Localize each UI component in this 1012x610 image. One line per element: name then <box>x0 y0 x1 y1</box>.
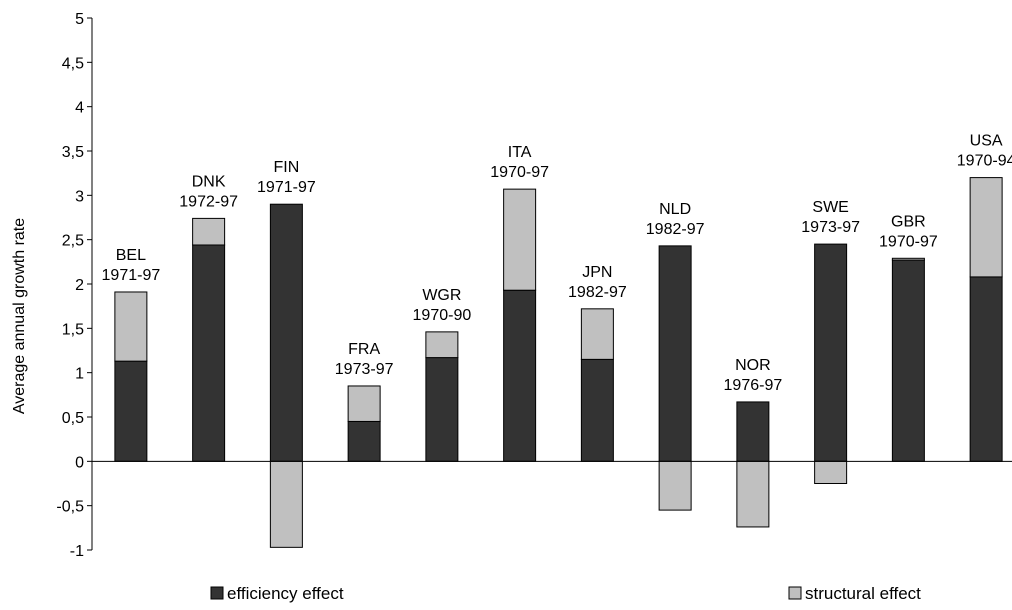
country-label-nld: NLD <box>659 201 691 218</box>
efficiency-bar-swe <box>814 243 848 462</box>
legend-label-structural: structural effect <box>805 584 921 603</box>
legend-swatch-structural <box>788 586 802 600</box>
country-label-fin: FIN <box>273 159 299 176</box>
period-label-swe: 1973-97 <box>801 219 860 236</box>
efficiency-bar-bel <box>114 360 148 462</box>
country-label-dnk: DNK <box>192 173 226 190</box>
efficiency-bar-wgr <box>425 357 459 462</box>
period-label-usa: 1970-94 <box>957 153 1012 170</box>
structural-bar-fin <box>269 460 303 548</box>
structural-bar-nor <box>736 460 770 528</box>
period-label-dnk: 1972-97 <box>179 193 238 210</box>
period-label-jpn: 1982-97 <box>568 284 627 301</box>
y-axis: -1 -0,5 0 0,5 1 1,5 2 2,5 3 3,5 4 4,5 5 <box>56 11 93 560</box>
structural-bar-usa <box>969 177 1003 278</box>
country-label-fra: FRA <box>348 341 380 358</box>
efficiency-bar-ita <box>503 289 537 462</box>
y-axis-label: Average annual growth rate <box>11 218 28 414</box>
y-tick-label: 0,5 <box>62 410 84 427</box>
efficiency-bar-gbr <box>891 259 925 462</box>
y-tick-label: 1,5 <box>62 321 84 338</box>
period-label-ita: 1970-97 <box>490 164 549 181</box>
country-label-gbr: GBR <box>891 213 926 230</box>
legend-label-efficiency: efficiency effect <box>227 584 344 603</box>
country-label-swe: SWE <box>812 199 848 216</box>
y-tick-label: 3,5 <box>62 144 84 161</box>
structural-bar-jpn <box>580 308 614 360</box>
structural-bar-bel <box>114 291 148 362</box>
structural-bar-dnk <box>192 217 226 246</box>
y-tick-label: 2 <box>75 277 84 294</box>
country-label-bel: BEL <box>116 247 146 264</box>
period-label-gbr: 1970-97 <box>879 233 938 250</box>
efficiency-bar-nld <box>658 245 692 462</box>
period-label-nld: 1982-97 <box>646 221 705 238</box>
efficiency-bar-jpn <box>580 358 614 462</box>
y-tick-label: -0,5 <box>56 499 84 516</box>
period-label-fra: 1973-97 <box>335 361 394 378</box>
country-label-usa: USA <box>970 133 1003 150</box>
legend-swatch-efficiency <box>210 586 224 600</box>
y-tick-label: 4,5 <box>62 55 84 72</box>
structural-bar-swe <box>814 460 848 485</box>
country-label-nor: NOR <box>735 357 771 374</box>
y-tick-label: 0 <box>75 454 84 471</box>
country-label-wgr: WGR <box>422 287 461 304</box>
y-tick-label: 2,5 <box>62 233 84 250</box>
efficiency-bar-fra <box>347 420 381 462</box>
bars <box>114 177 1003 548</box>
period-label-fin: 1971-97 <box>257 179 316 196</box>
efficiency-bar-dnk <box>192 244 226 462</box>
country-label-ita: ITA <box>508 144 532 161</box>
y-tick-label: 3 <box>75 188 84 205</box>
structural-bar-nld <box>658 460 692 511</box>
structural-bar-gbr <box>891 257 925 261</box>
structural-bar-ita <box>503 188 537 291</box>
category-labels: BEL 1971-97 DNK 1972-97 FIN 1971-97 FRA 1973-97… <box>102 133 1012 394</box>
y-tick-label: 4 <box>75 100 84 117</box>
legend: efficiency effect structural effect <box>210 584 921 603</box>
efficiency-bar-fin <box>269 203 303 462</box>
country-label-jpn: JPN <box>582 264 612 281</box>
y-tick-label: 1 <box>75 366 84 383</box>
structural-bar-fra <box>347 385 381 422</box>
period-label-bel: 1971-97 <box>102 267 161 284</box>
y-tick-label: 5 <box>75 11 84 28</box>
efficiency-bar-nor <box>736 401 770 462</box>
efficiency-bar-usa <box>969 276 1003 462</box>
period-label-nor: 1976-97 <box>724 377 783 394</box>
y-tick-label: -1 <box>70 543 84 560</box>
period-label-wgr: 1970-90 <box>413 307 472 324</box>
structural-bar-wgr <box>425 331 459 359</box>
